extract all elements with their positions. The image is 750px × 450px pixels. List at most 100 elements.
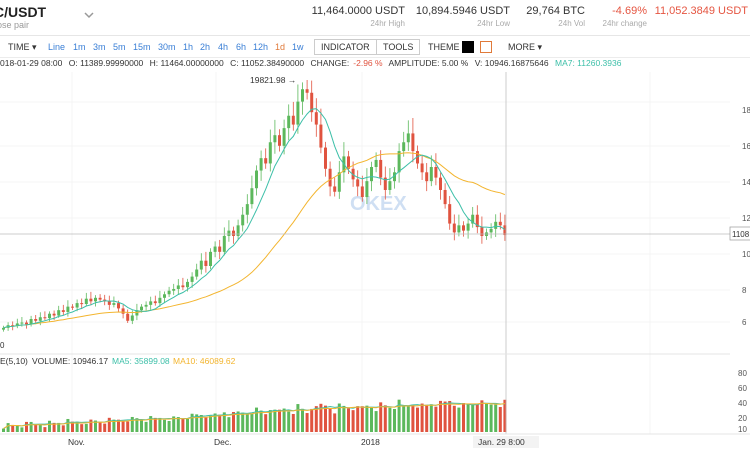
candle-body [209, 251, 212, 266]
open-value: O: 11389.99990000 [68, 58, 144, 68]
volume-bar [305, 413, 309, 432]
close-value: C: 11052.38490000 [230, 58, 305, 68]
candle-body [57, 310, 61, 316]
volume-bar [245, 413, 249, 432]
volume-bar [98, 422, 102, 432]
tab-2h[interactable]: 2h [200, 42, 211, 52]
indicator-button[interactable]: INDICATOR [314, 39, 377, 55]
candle-body [287, 115, 291, 129]
candle-body [94, 297, 97, 302]
volume-bar [186, 418, 189, 432]
candle-body [241, 214, 245, 226]
volume-bar [301, 408, 304, 432]
tab-5m[interactable]: 5m [113, 42, 126, 52]
candle-body [43, 317, 47, 319]
volume-bar [324, 405, 327, 432]
volume-bar [190, 413, 194, 432]
candle-body [337, 172, 341, 192]
candle-body [199, 260, 203, 270]
volume-bar [34, 424, 38, 432]
volume-bar [434, 406, 438, 432]
candle-body [498, 221, 502, 226]
stat-24h-change: -4.69% 24hr change [603, 5, 647, 28]
chevron-down-icon[interactable] [82, 8, 96, 22]
volume-bar [383, 405, 387, 432]
volume-bar [489, 404, 493, 432]
candle-body [181, 285, 185, 288]
volume-value: V: 10946.16875646 [474, 58, 549, 68]
volume-bar [342, 405, 346, 432]
volume-bar [195, 414, 199, 432]
volume-bar [356, 406, 360, 432]
candle-body [61, 310, 65, 312]
volume-bar [181, 418, 185, 432]
volume-bar [264, 414, 268, 432]
candle-body [15, 323, 19, 327]
volume-bar [103, 423, 107, 432]
candle-body [186, 281, 189, 288]
tab-line[interactable]: Line [48, 42, 66, 52]
tab-15m[interactable]: 15m [133, 42, 151, 52]
theme-dark-swatch[interactable] [462, 41, 474, 53]
tab-1h[interactable]: 1h [183, 42, 194, 52]
candle-body [25, 322, 28, 325]
price-tick-label: 12 [742, 214, 750, 223]
tools-button[interactable]: TOOLS [376, 39, 421, 55]
time-dropdown[interactable]: TIME ▾ [8, 42, 37, 53]
volume-bar [328, 408, 332, 432]
pair-subtitle: ose pair [0, 20, 30, 30]
volume-bar [66, 418, 70, 432]
stat-24h-vol: 29,764 BTC 24h Vol [526, 5, 585, 28]
candle-body [434, 167, 438, 178]
volume-bar [466, 403, 470, 432]
volume-bar [167, 420, 171, 432]
tab-12h[interactable]: 12h [253, 42, 269, 52]
candle-body [462, 225, 465, 231]
candle-body [328, 168, 332, 187]
volume-bar [126, 421, 130, 432]
pair-title[interactable]: C/USDT [0, 4, 47, 20]
tab-30m[interactable]: 30m [158, 42, 176, 52]
volume-indicator-prefix: E(5,10) [0, 356, 28, 366]
change-label: CHANGE: [310, 58, 350, 68]
volume-bar [259, 410, 263, 432]
volume-bar [351, 410, 355, 432]
candle-body [176, 285, 180, 289]
price-chart[interactable]: OKEX 19821.98 → 1108 0 E(5,10) VOLUME: 1… [0, 72, 750, 450]
candle-body [259, 158, 263, 171]
tab-1w[interactable]: 1w [292, 42, 304, 52]
tab-1d[interactable]: 1d [275, 42, 286, 52]
volume-bar [443, 401, 447, 432]
candle-body [452, 223, 456, 233]
price-tick-label: 8 [742, 286, 747, 295]
high-value: H: 11464.00000000 [149, 58, 224, 68]
candle-body [163, 294, 166, 298]
ma7-value: MA7: 11260.3936 [554, 58, 622, 68]
volume-bar [494, 404, 498, 432]
tab-3m[interactable]: 3m [93, 42, 106, 52]
theme-light-swatch[interactable] [480, 41, 492, 53]
more-dropdown[interactable]: MORE ▾ [508, 42, 542, 53]
volume-bar [94, 420, 97, 432]
candle-body [351, 168, 355, 180]
candle-body [360, 186, 364, 198]
candle-body [11, 325, 15, 327]
volume-bar [296, 404, 300, 432]
volume-bar [291, 413, 295, 432]
time-cursor-label: Jan. 29 8:00 [478, 437, 525, 447]
volume-tick-label: 40 [738, 399, 747, 408]
tab-4h[interactable]: 4h [218, 42, 229, 52]
candle-body [227, 230, 231, 236]
candle-body [75, 303, 79, 308]
volume-bar [250, 413, 254, 432]
time-label-nov: Nov. [68, 437, 85, 447]
stat-label: 24hr High [370, 19, 405, 28]
ma-fast-line [3, 108, 506, 329]
caret-down-icon: ▾ [32, 42, 37, 52]
volume-bar [29, 421, 33, 432]
tab-6h[interactable]: 6h [236, 42, 247, 52]
candle-body [374, 159, 378, 168]
volume-bar [84, 423, 88, 432]
candle-body [195, 269, 199, 277]
tab-1m[interactable]: 1m [73, 42, 86, 52]
